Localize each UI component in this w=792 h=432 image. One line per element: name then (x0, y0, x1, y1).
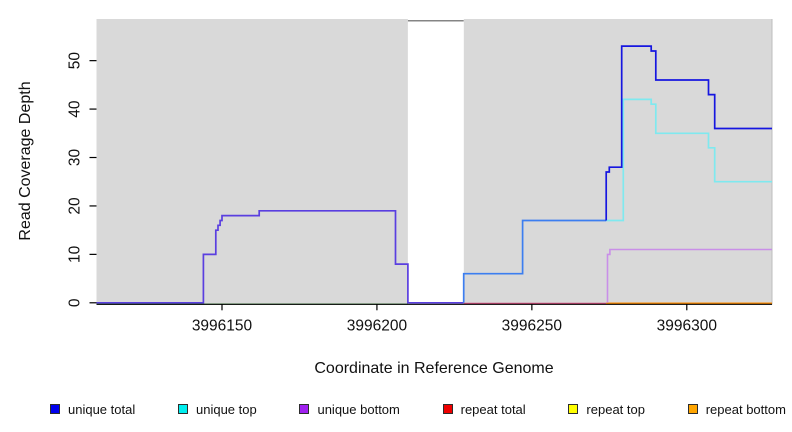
coverage-plot: 3996150 3996200 3996250 399630001020304050 … (17, 19, 773, 377)
legend-label: unique total (68, 401, 136, 417)
legend-item-repeat-total: repeat total (442, 401, 526, 417)
y-tick-label: 20 (67, 197, 84, 215)
legend-label: repeat total (460, 401, 526, 417)
unique-total-bottom-overlap-left (96, 209, 464, 304)
unique-bottom-line (606, 248, 772, 303)
y-tick-label: 30 (67, 149, 84, 167)
legend-item-repeat-top: repeat top (568, 402, 645, 417)
y-tick-label: 40 (67, 100, 84, 118)
legend-label: unique top (195, 401, 257, 417)
legend-label: repeat bottom (705, 401, 786, 417)
legend-item-unique-bottom: unique bottom (299, 401, 400, 417)
x-axis-title: Coordinate in Reference Genome (314, 360, 553, 377)
legend-item-unique-total: unique total (50, 402, 135, 417)
legend-swatch-icon (687, 404, 698, 414)
legend-label: repeat top (586, 401, 645, 417)
plot-background-right (463, 19, 772, 305)
x-tick-label: 3996200 (347, 317, 408, 334)
y-axis-title: Read Coverage Depth (17, 81, 34, 240)
unique-total-line (605, 45, 772, 221)
x-tick-label: 3996300 (657, 317, 718, 334)
legend: unique total unique top unique bottom repea… (50, 398, 786, 420)
legend-swatch-icon (177, 404, 188, 414)
plot-background-left (96, 19, 408, 305)
y-tick-label: 10 (67, 245, 84, 263)
unique-top-line (606, 98, 772, 222)
legend-swatch-icon (299, 404, 310, 414)
legend-swatch-icon (50, 404, 60, 414)
x-tick-label: 3996250 (502, 317, 563, 334)
unique-total-top-overlap-right (462, 219, 607, 303)
legend-item-unique-top: unique top (177, 401, 257, 417)
legend-label: unique bottom (317, 401, 400, 417)
legend-swatch-icon (568, 404, 579, 414)
x-tick-label: 3996150 (192, 317, 253, 334)
y-tick-label: 50 (67, 52, 84, 70)
legend-item-repeat-bottom: repeat bottom (687, 401, 786, 417)
legend-swatch-icon (442, 404, 453, 414)
y-tick-label: 0 (67, 298, 84, 307)
masked-region (407, 19, 464, 305)
